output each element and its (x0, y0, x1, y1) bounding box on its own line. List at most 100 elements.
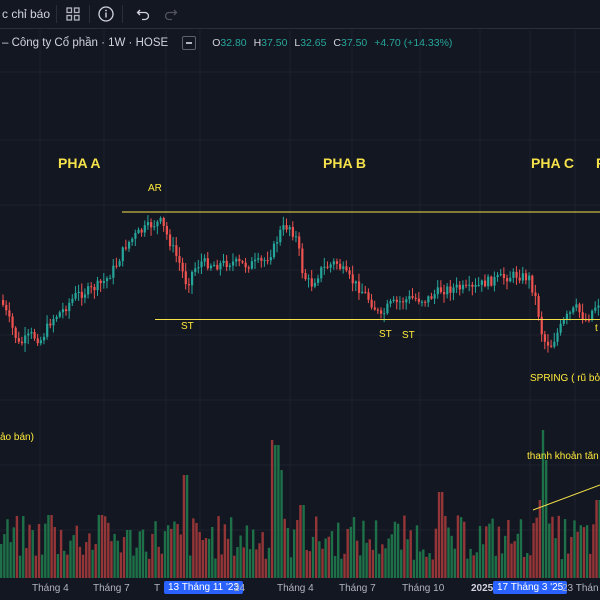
volume-bar (510, 543, 513, 578)
candle-body (380, 310, 383, 314)
candle-body (11, 316, 14, 328)
candle-body (285, 225, 288, 230)
x-tick-year: 2025 (471, 583, 494, 594)
candle-body (282, 225, 285, 230)
st-label-1[interactable]: ST (181, 321, 194, 332)
volume-bar (100, 515, 104, 578)
candle-body (96, 280, 99, 291)
candle-body (153, 226, 156, 228)
volume-bar (176, 524, 179, 578)
candle-body (361, 291, 364, 293)
selling-climax-label[interactable]: ảo bán) (0, 432, 34, 443)
volume-bar (299, 505, 302, 578)
candle-body (46, 323, 49, 337)
candle-body (213, 264, 216, 266)
phase-a-label[interactable]: PHA A (58, 155, 101, 171)
volume-bar (248, 549, 252, 578)
candle-body (33, 332, 36, 339)
candle-body (414, 297, 417, 299)
spring-label[interactable]: SPRING ( rũ bỏ (530, 373, 600, 384)
candle-body (197, 267, 200, 269)
candle-body (449, 286, 452, 293)
candle-body (506, 278, 509, 282)
layout-grid-icon[interactable] (63, 4, 83, 24)
close-key: C (333, 37, 341, 49)
toolbar-divider (56, 5, 58, 23)
volume-bar (170, 528, 173, 578)
volume-bar (412, 559, 416, 578)
candle-body (231, 261, 235, 266)
ar-label[interactable]: AR (148, 183, 162, 194)
candle-body (14, 327, 17, 339)
volume-bar (485, 526, 488, 578)
volume-bar (557, 515, 560, 578)
info-icon[interactable] (96, 4, 116, 24)
symbol-title[interactable]: – Công ty Cổ phần · 1W · HOSE (2, 37, 169, 49)
volume-bar (434, 528, 438, 578)
volume-bar (110, 541, 113, 578)
candle-body (572, 307, 575, 313)
candle-body (395, 299, 398, 302)
volume-bar (595, 500, 598, 578)
time-axis[interactable]: Tháng 4 Tháng 7 T 13 Tháng 11 '23 24 Thá… (0, 578, 600, 600)
volume-bar (3, 534, 6, 578)
volume-bar (267, 547, 271, 578)
phase-b-label[interactable]: PHA B (323, 155, 367, 171)
candle-body (354, 281, 357, 284)
low-value: 32.65 (300, 37, 327, 49)
candle-body (408, 296, 411, 300)
st-label-2[interactable]: ST (379, 329, 392, 340)
volume-trend-line[interactable] (532, 484, 600, 511)
x-tick-crosshair: 17 Tháng 3 '25 (493, 581, 568, 594)
chart-grid (0, 30, 600, 578)
x-tick: 24 (234, 583, 246, 594)
x-tick: Tháng 7 (339, 583, 376, 594)
indicators-button[interactable]: c chỉ báo (0, 0, 50, 28)
candle-body (206, 258, 209, 269)
candle-body (156, 221, 159, 227)
collapse-legend-button[interactable] (182, 36, 197, 50)
volume-bar (368, 539, 371, 578)
price-chart[interactable] (0, 0, 600, 578)
undo-icon[interactable] (133, 4, 153, 24)
volume-bar (589, 553, 592, 578)
candle-body (36, 338, 39, 344)
volume-bar (226, 538, 230, 578)
candle-body (200, 261, 203, 268)
volume-bar (31, 530, 34, 578)
volume-bar (428, 553, 431, 578)
candle-body (150, 222, 153, 228)
candle-body (134, 233, 137, 239)
candle-body (172, 245, 175, 247)
candle-body (87, 286, 90, 295)
volume-bar (535, 517, 538, 578)
volume-bar (195, 522, 198, 578)
volume-bar (592, 524, 595, 578)
candle-body (480, 280, 483, 285)
candle-body (562, 319, 565, 324)
candle-body (351, 274, 354, 284)
candle-body (521, 273, 524, 281)
redo-icon[interactable] (161, 4, 181, 24)
volume-bar (66, 554, 69, 578)
candle-body (61, 309, 65, 313)
st-label-3[interactable]: ST (402, 330, 415, 341)
volume-bar (544, 460, 548, 578)
volume-bar (223, 524, 227, 578)
volume-bar (396, 523, 400, 578)
volume-bar (233, 555, 236, 578)
phase-c-label[interactable]: PHA C (531, 155, 575, 171)
volume-bar (598, 500, 600, 578)
volume-bar (447, 527, 450, 578)
volume-increase-label[interactable]: thanh khoản tăn (527, 451, 599, 462)
volume-bar (390, 534, 393, 578)
candle-body (307, 278, 310, 280)
volume-bar (570, 536, 573, 578)
candle-body (581, 312, 584, 320)
candle-body (298, 236, 301, 249)
candle-body (279, 229, 282, 243)
volume-bar (119, 552, 123, 578)
volume-bar (22, 516, 25, 578)
volume-bar (450, 535, 453, 578)
right-edge-label[interactable]: t (595, 323, 598, 334)
